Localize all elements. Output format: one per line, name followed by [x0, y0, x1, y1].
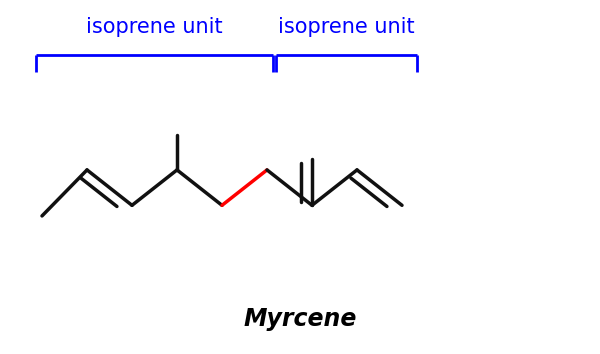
Text: isoprene unit: isoprene unit: [278, 17, 415, 36]
Text: isoprene unit: isoprene unit: [86, 17, 223, 36]
Text: Myrcene: Myrcene: [244, 307, 356, 331]
